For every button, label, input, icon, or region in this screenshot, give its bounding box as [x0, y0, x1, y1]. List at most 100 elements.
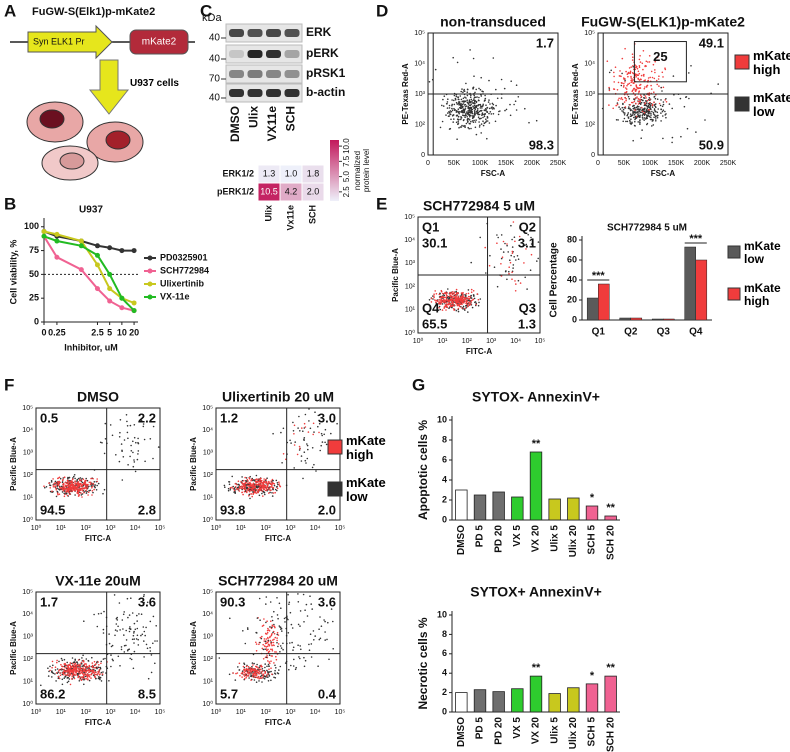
event-dot	[123, 614, 125, 616]
x-tick-label: Ulix 20	[568, 717, 579, 750]
event-dot	[631, 109, 633, 111]
event-dot	[456, 289, 458, 291]
event-dot	[256, 487, 258, 489]
event-dot	[150, 621, 152, 623]
event-dot	[84, 488, 86, 490]
legend-label: mKate high	[346, 434, 398, 463]
event-dot	[494, 266, 496, 268]
event-dot	[278, 483, 280, 485]
event-dot	[256, 492, 258, 494]
event-dot	[112, 435, 114, 437]
event-dot	[134, 424, 136, 426]
x-tick-label: SCH 5	[587, 717, 598, 747]
event-dot	[102, 493, 104, 495]
event-dot	[638, 110, 640, 112]
event-dot	[270, 601, 272, 603]
event-dot	[456, 102, 458, 104]
event-dot	[58, 670, 60, 672]
event-dot	[640, 94, 642, 96]
legend-label-box: mKate low	[346, 476, 398, 510]
y-tick-label: 4	[442, 474, 447, 484]
event-dot	[262, 668, 264, 670]
event-dot	[51, 481, 53, 483]
event-dot	[648, 113, 650, 115]
event-dot	[74, 487, 76, 489]
event-dot	[480, 110, 482, 112]
event-dot	[480, 77, 482, 79]
event-dot	[451, 104, 453, 106]
event-dot	[672, 137, 674, 139]
event-dot	[464, 294, 466, 296]
event-dot	[253, 673, 255, 675]
event-dot	[83, 676, 85, 678]
event-dot	[325, 429, 327, 431]
event-dot	[472, 105, 474, 107]
data-point	[79, 243, 84, 248]
event-dot	[488, 80, 490, 82]
event-dot	[98, 667, 100, 669]
event-dot	[268, 668, 270, 670]
event-dot	[239, 486, 241, 488]
event-dot	[99, 669, 101, 671]
event-dot	[259, 481, 261, 483]
event-dot	[435, 69, 437, 71]
event-dot	[242, 494, 244, 496]
event-dot	[436, 293, 438, 295]
event-dot	[85, 485, 87, 487]
event-dot	[687, 128, 689, 130]
data-point	[79, 239, 84, 244]
event-dot	[515, 259, 517, 261]
event-dot	[449, 304, 451, 306]
data-point	[132, 248, 137, 253]
event-dot	[624, 78, 626, 80]
event-dot	[72, 490, 74, 492]
y-tick-label: 10⁴	[584, 60, 595, 67]
event-dot	[658, 78, 660, 80]
event-dot	[290, 665, 292, 667]
event-dot	[311, 608, 313, 610]
event-dot	[635, 76, 637, 78]
event-dot	[473, 58, 475, 60]
event-dot	[244, 491, 246, 493]
event-dot	[445, 309, 447, 311]
event-dot	[506, 243, 508, 245]
event-dot	[268, 664, 270, 666]
event-dot	[264, 492, 266, 494]
event-dot	[135, 471, 137, 473]
event-dot	[444, 95, 446, 97]
x-tick-label: 200K	[694, 160, 711, 167]
event-dot	[625, 100, 627, 102]
event-dot	[271, 627, 273, 629]
event-dot	[244, 486, 246, 488]
blot-band	[229, 50, 244, 58]
event-dot	[471, 300, 473, 302]
event-dot	[510, 262, 512, 264]
event-dot	[261, 490, 263, 492]
event-dot	[326, 639, 328, 641]
event-dot	[461, 110, 463, 112]
x-tick-label: 10³	[285, 525, 296, 532]
event-dot	[477, 293, 479, 295]
event-dot	[255, 642, 257, 644]
event-dot	[270, 486, 272, 488]
event-dot	[260, 487, 262, 489]
event-dot	[280, 486, 282, 488]
event-dot	[629, 120, 631, 122]
event-dot	[314, 635, 316, 637]
legend-swatch	[728, 288, 740, 300]
event-dot	[266, 638, 268, 640]
event-dot	[637, 98, 639, 100]
event-dot	[464, 112, 466, 114]
event-dot	[258, 673, 260, 675]
event-dot	[231, 476, 233, 478]
event-dot	[449, 107, 451, 109]
event-dot	[655, 98, 657, 100]
event-dot	[293, 467, 295, 469]
event-dot	[313, 431, 315, 433]
event-dot	[306, 443, 308, 445]
event-dot	[458, 111, 460, 113]
x-tick-label: 150K	[668, 160, 685, 167]
event-dot	[470, 96, 472, 98]
event-dot	[452, 294, 454, 296]
event-dot	[324, 621, 326, 623]
